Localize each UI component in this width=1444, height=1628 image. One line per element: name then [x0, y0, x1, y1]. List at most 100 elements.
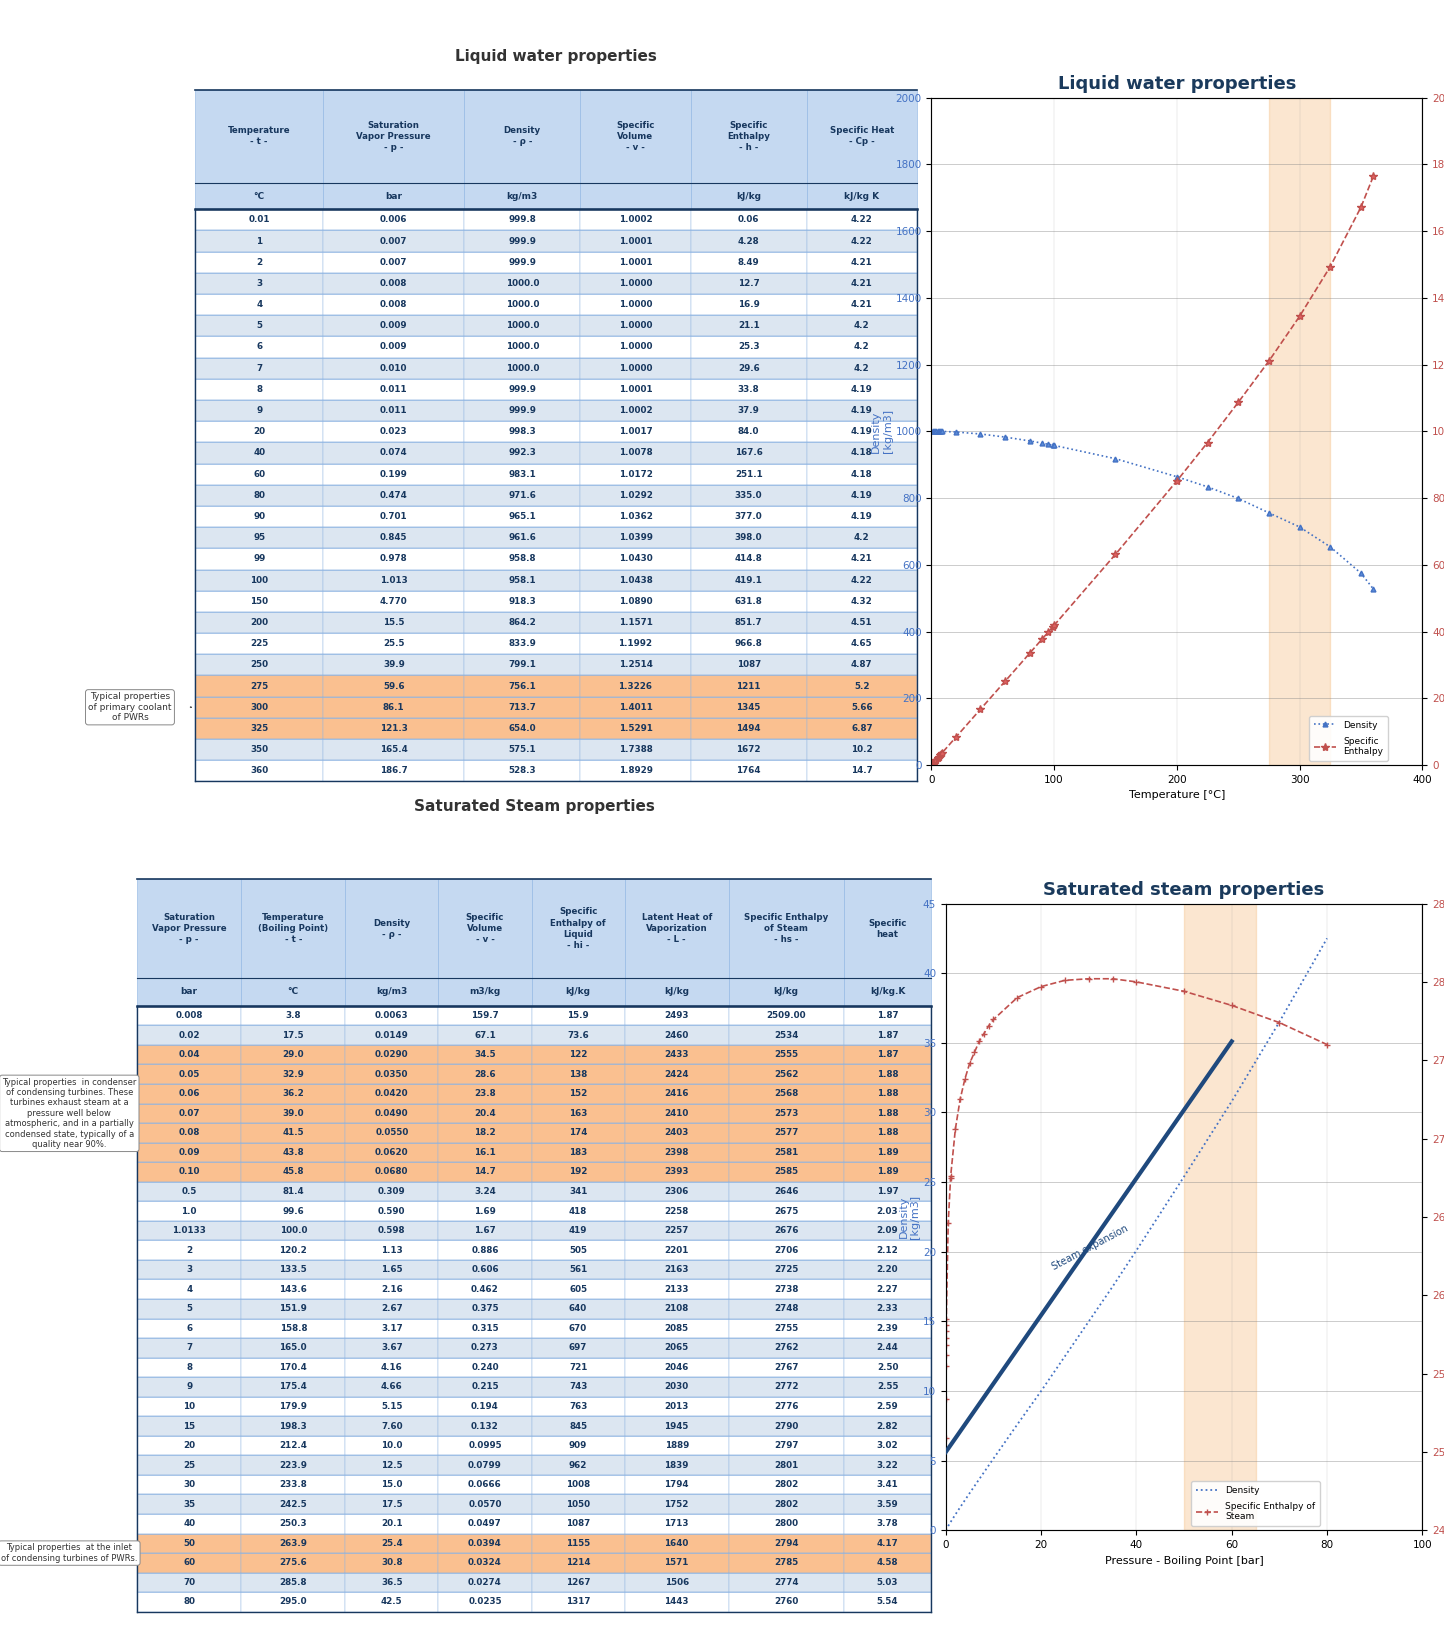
FancyBboxPatch shape	[690, 718, 807, 739]
Text: 120.2: 120.2	[279, 1245, 308, 1255]
Text: 50: 50	[183, 1538, 195, 1548]
FancyBboxPatch shape	[531, 879, 625, 978]
Text: Density
- ρ -: Density - ρ -	[504, 127, 542, 147]
Text: 0.0063: 0.0063	[375, 1011, 409, 1021]
FancyBboxPatch shape	[137, 1201, 241, 1221]
Text: 2416: 2416	[664, 1089, 689, 1099]
FancyBboxPatch shape	[580, 358, 690, 379]
FancyBboxPatch shape	[729, 1436, 843, 1455]
Text: 1.0172: 1.0172	[618, 469, 653, 479]
Text: 59.6: 59.6	[383, 682, 404, 690]
FancyBboxPatch shape	[137, 1514, 241, 1534]
Specific Enthalpy of
Steam	[1105, 969, 1122, 988]
FancyBboxPatch shape	[323, 400, 464, 422]
FancyBboxPatch shape	[531, 1475, 625, 1495]
FancyBboxPatch shape	[439, 1553, 531, 1573]
FancyBboxPatch shape	[807, 358, 917, 379]
FancyBboxPatch shape	[807, 718, 917, 739]
FancyBboxPatch shape	[625, 1377, 729, 1397]
FancyBboxPatch shape	[843, 1162, 931, 1182]
Text: 1155: 1155	[566, 1538, 591, 1548]
Text: 1087: 1087	[566, 1519, 591, 1529]
Text: 0.315: 0.315	[471, 1324, 498, 1333]
FancyBboxPatch shape	[439, 1260, 531, 1280]
FancyBboxPatch shape	[345, 1495, 439, 1514]
Text: 60: 60	[253, 469, 266, 479]
FancyBboxPatch shape	[690, 570, 807, 591]
Text: 138: 138	[569, 1070, 588, 1079]
Text: 99.6: 99.6	[283, 1206, 305, 1216]
Text: 1.88: 1.88	[877, 1128, 898, 1138]
Text: 5.15: 5.15	[381, 1402, 403, 1411]
FancyBboxPatch shape	[323, 485, 464, 506]
Text: 300: 300	[250, 703, 269, 711]
FancyBboxPatch shape	[195, 760, 323, 781]
Text: 2762: 2762	[774, 1343, 799, 1353]
FancyBboxPatch shape	[843, 1299, 931, 1319]
Text: 1.0362: 1.0362	[618, 513, 653, 521]
FancyBboxPatch shape	[625, 1006, 729, 1026]
FancyBboxPatch shape	[580, 400, 690, 422]
Text: 0.240: 0.240	[471, 1363, 498, 1372]
Text: 165.4: 165.4	[380, 746, 407, 754]
Text: 2.16: 2.16	[381, 1284, 403, 1294]
FancyBboxPatch shape	[807, 760, 917, 781]
FancyBboxPatch shape	[729, 1514, 843, 1534]
FancyBboxPatch shape	[241, 1221, 345, 1241]
Density	[956, 1491, 973, 1511]
FancyBboxPatch shape	[241, 1241, 345, 1260]
FancyBboxPatch shape	[690, 358, 807, 379]
FancyBboxPatch shape	[464, 633, 580, 654]
FancyBboxPatch shape	[439, 1006, 531, 1026]
FancyBboxPatch shape	[580, 337, 690, 358]
Text: 0.074: 0.074	[380, 448, 407, 457]
Text: 1.7388: 1.7388	[618, 746, 653, 754]
FancyBboxPatch shape	[137, 1006, 241, 1026]
Text: 10.2: 10.2	[851, 746, 872, 754]
Text: 2046: 2046	[664, 1363, 689, 1372]
Specific Enthalpy of
Steam	[966, 1042, 983, 1061]
FancyBboxPatch shape	[439, 1573, 531, 1592]
Text: 419.1: 419.1	[735, 576, 762, 584]
Text: 1.0001: 1.0001	[618, 384, 653, 394]
Text: 40: 40	[253, 448, 266, 457]
FancyBboxPatch shape	[807, 527, 917, 549]
Text: 1.0000: 1.0000	[618, 321, 653, 330]
FancyBboxPatch shape	[241, 1319, 345, 1338]
Text: 1752: 1752	[664, 1499, 689, 1509]
FancyBboxPatch shape	[241, 1162, 345, 1182]
FancyBboxPatch shape	[241, 1338, 345, 1358]
Text: 1.0001: 1.0001	[618, 236, 653, 246]
Text: 1.65: 1.65	[381, 1265, 403, 1275]
FancyBboxPatch shape	[241, 1299, 345, 1319]
Text: 1.2514: 1.2514	[618, 661, 653, 669]
Text: 1.0133: 1.0133	[172, 1226, 206, 1236]
Text: 1050: 1050	[566, 1499, 591, 1509]
FancyBboxPatch shape	[580, 654, 690, 676]
Text: 9: 9	[186, 1382, 192, 1392]
Text: 1.87: 1.87	[877, 1031, 898, 1040]
FancyBboxPatch shape	[241, 1182, 345, 1201]
Text: 165.0: 165.0	[280, 1343, 308, 1353]
Text: 0.011: 0.011	[380, 405, 407, 415]
Text: 0.886: 0.886	[471, 1245, 498, 1255]
Text: 1.5291: 1.5291	[618, 724, 653, 733]
Text: kJ/kg K: kJ/kg K	[845, 192, 879, 200]
Specific Enthalpy of
Steam	[937, 1428, 954, 1447]
Density	[937, 1521, 954, 1540]
FancyBboxPatch shape	[625, 1182, 729, 1201]
Text: 6.87: 6.87	[851, 724, 872, 733]
FancyBboxPatch shape	[531, 1182, 625, 1201]
Text: 10.0: 10.0	[381, 1441, 403, 1451]
FancyBboxPatch shape	[345, 1123, 439, 1143]
FancyBboxPatch shape	[729, 1182, 843, 1201]
Specific Enthalpy of
Steam	[985, 1009, 1002, 1029]
FancyBboxPatch shape	[195, 358, 323, 379]
Text: 7.60: 7.60	[381, 1421, 403, 1431]
Text: 0.008: 0.008	[380, 300, 407, 309]
Text: 3.8: 3.8	[286, 1011, 300, 1021]
Text: 2433: 2433	[664, 1050, 689, 1060]
Text: 0.606: 0.606	[471, 1265, 498, 1275]
Text: 35: 35	[183, 1499, 195, 1509]
Density	[975, 1462, 992, 1481]
